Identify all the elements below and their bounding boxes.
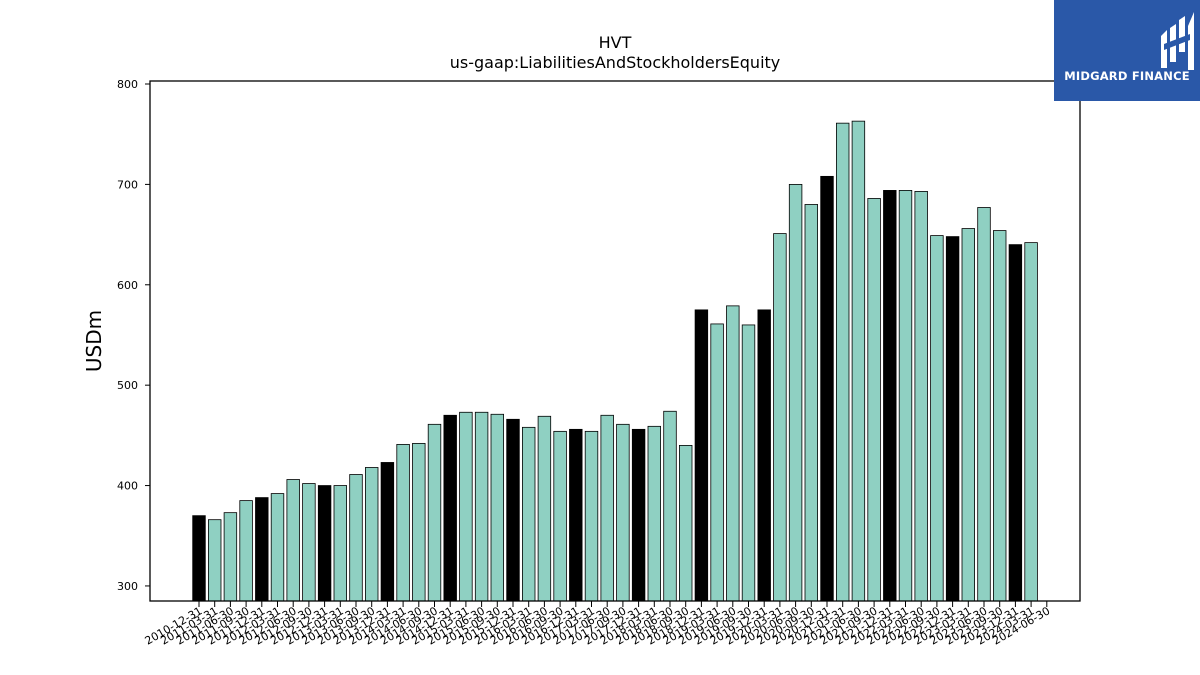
bar xyxy=(930,235,944,602)
bar xyxy=(223,512,238,602)
bar xyxy=(459,411,473,602)
bar xyxy=(364,467,379,602)
bar xyxy=(192,515,206,602)
brand-logo: MIDGARD FINANCE xyxy=(1054,0,1200,101)
bar xyxy=(584,430,599,602)
bar xyxy=(380,462,395,602)
bar xyxy=(506,418,520,602)
bar xyxy=(569,428,583,602)
bar xyxy=(600,414,614,602)
bar xyxy=(553,430,567,602)
bar xyxy=(255,497,269,602)
chart-title: HVT xyxy=(599,33,632,52)
bar xyxy=(474,411,489,602)
y-tick-label: 600 xyxy=(117,279,138,292)
bar xyxy=(820,175,834,602)
bar xyxy=(961,228,976,602)
bar xyxy=(349,474,363,602)
midgard-logo-icon xyxy=(1161,12,1194,70)
bar xyxy=(239,500,253,602)
y-tick-label: 300 xyxy=(117,580,138,593)
bar xyxy=(945,236,960,602)
bar xyxy=(679,445,693,602)
bar xyxy=(851,120,866,602)
bar xyxy=(1024,242,1038,602)
bar xyxy=(836,122,850,602)
bar xyxy=(741,324,756,602)
bar xyxy=(898,190,913,602)
bar xyxy=(396,443,410,602)
bar xyxy=(977,207,991,602)
bar xyxy=(883,190,897,602)
bar xyxy=(443,414,457,602)
chart-subtitle: us-gaap:LiabilitiesAndStockholdersEquity xyxy=(450,53,781,72)
y-tick-label: 500 xyxy=(117,379,138,392)
bar xyxy=(537,415,552,602)
bar xyxy=(663,410,677,602)
bar xyxy=(694,309,709,602)
y-tick-label: 800 xyxy=(117,78,138,91)
plot-frame xyxy=(149,80,1081,602)
bar xyxy=(647,425,662,602)
bar xyxy=(317,485,332,602)
bar xyxy=(522,426,536,602)
bar xyxy=(270,493,285,602)
bar xyxy=(867,198,881,602)
bar xyxy=(804,204,819,602)
bar xyxy=(333,485,348,602)
bar xyxy=(207,519,222,602)
bar xyxy=(757,309,771,602)
y-axis-label: USDm xyxy=(82,310,106,372)
bar xyxy=(788,183,803,602)
bar xyxy=(726,305,740,602)
bar xyxy=(302,483,316,602)
bar xyxy=(710,323,724,602)
y-tick-label: 700 xyxy=(117,178,138,191)
bar xyxy=(427,423,442,602)
brand-name: MIDGARD FINANCE xyxy=(1064,69,1190,83)
bar xyxy=(914,191,928,602)
bar xyxy=(631,428,646,602)
bar xyxy=(286,479,300,602)
bar xyxy=(490,413,505,602)
bar xyxy=(993,230,1007,602)
bar xyxy=(773,233,787,602)
y-tick-label: 400 xyxy=(117,480,138,493)
bar xyxy=(1008,244,1023,602)
bar xyxy=(412,442,426,602)
bar xyxy=(616,423,630,602)
